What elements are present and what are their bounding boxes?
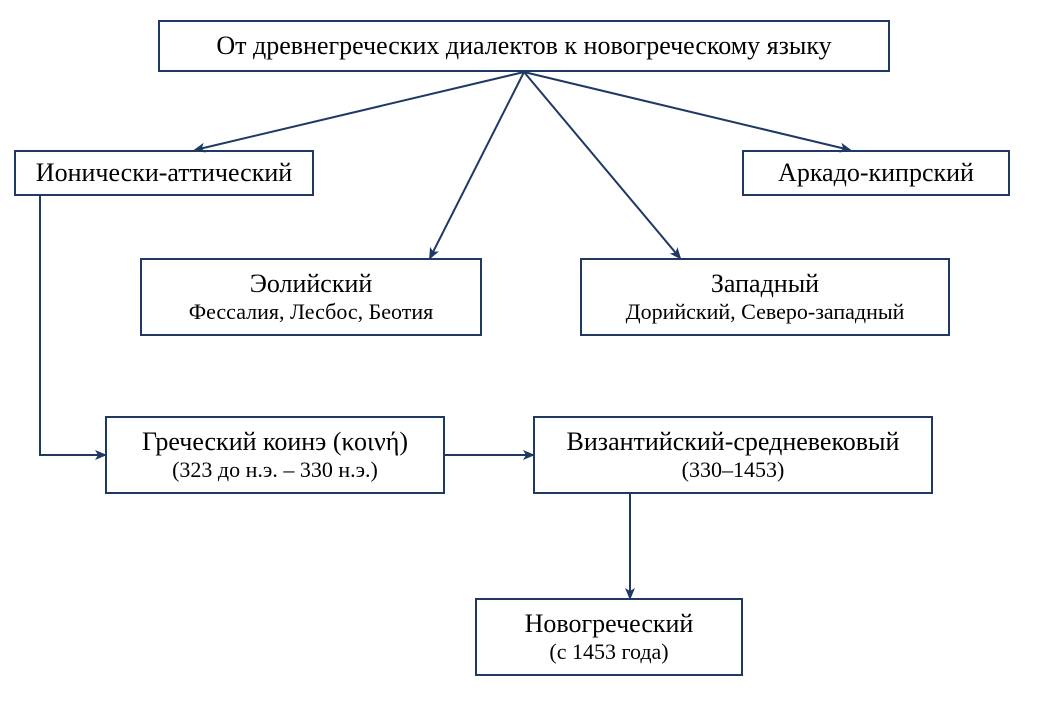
node-aeolian-title: Эолийский	[250, 268, 373, 299]
node-root-title: От древнегреческих диалектов к новогрече…	[216, 30, 831, 61]
edge-root-to-western	[524, 72, 680, 258]
node-modern-title: Новогреческий	[525, 608, 694, 639]
node-aeolian-sub: Фессалия, Лесбос, Беотия	[189, 299, 434, 325]
node-western: Западный Дорийский, Северо-западный	[580, 258, 950, 336]
node-arcado-title: Аркадо-кипрский	[778, 157, 974, 188]
node-arcado-cypriot: Аркадо-кипрский	[742, 150, 1010, 196]
node-modern-sub: (с 1453 года)	[549, 639, 668, 665]
node-byzantine-sub: (330–1453)	[682, 457, 785, 483]
node-koine: Греческий коинэ (κοινή) (323 до н.э. – 3…	[105, 416, 445, 494]
node-western-title: Западный	[711, 268, 819, 299]
node-koine-title: Греческий коинэ (κοινή)	[142, 426, 408, 457]
edge-ionic-to-koine	[40, 196, 105, 455]
node-modern-greek: Новогреческий (с 1453 года)	[475, 598, 743, 676]
edge-root-to-ionic	[195, 72, 524, 150]
edge-root-to-aeolian	[430, 72, 524, 258]
node-western-sub: Дорийский, Северо-западный	[626, 299, 905, 325]
node-ionic-attic: Ионически-аттический	[14, 150, 314, 196]
node-root: От древнегреческих диалектов к новогрече…	[158, 20, 890, 72]
node-koine-sub: (323 до н.э. – 330 н.э.)	[172, 457, 378, 483]
node-ionic-title: Ионически-аттический	[36, 157, 292, 188]
node-byzantine: Византийский-средневековый (330–1453)	[533, 416, 933, 494]
node-aeolian: Эолийский Фессалия, Лесбос, Беотия	[140, 258, 482, 336]
node-byzantine-title: Византийский-средневековый	[567, 426, 900, 457]
edge-root-to-arcado	[524, 72, 850, 150]
flowchart-diagram: От древнегреческих диалектов к новогрече…	[0, 0, 1048, 706]
